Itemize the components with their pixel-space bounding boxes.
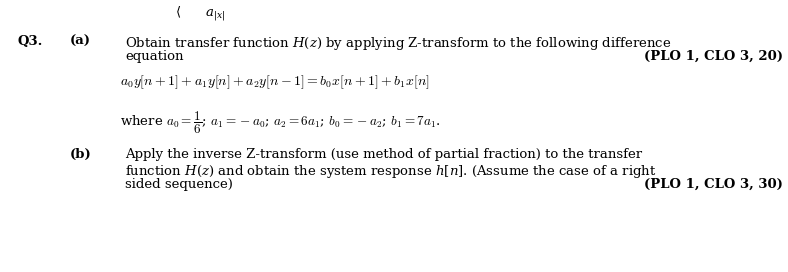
Text: function $H(z)$ and obtain the system response $h[n]$. (Assume the case of a rig: function $H(z)$ and obtain the system re… bbox=[125, 163, 656, 180]
Text: where $a_0 = \dfrac{1}{6}$; $a_1 = -a_0$; $a_2 = 6a_1$; $b_0 = -a_2$; $b_1 = 7a_: where $a_0 = \dfrac{1}{6}$; $a_1 = -a_0$… bbox=[120, 110, 440, 136]
Text: Apply the inverse Z-transform (use method of partial fraction) to the transfer: Apply the inverse Z-transform (use metho… bbox=[125, 148, 642, 161]
Text: (b): (b) bbox=[70, 148, 91, 161]
Text: sided sequence): sided sequence) bbox=[125, 178, 233, 191]
Text: (a): (a) bbox=[70, 35, 91, 48]
Text: Obtain transfer function $H(z)$ by applying Z-transform to the following differe: Obtain transfer function $H(z)$ by apply… bbox=[125, 35, 671, 52]
Text: Q3.: Q3. bbox=[18, 35, 43, 48]
Text: equation: equation bbox=[125, 50, 184, 63]
Text: (PLO 1, CLO 3, 30): (PLO 1, CLO 3, 30) bbox=[644, 178, 783, 191]
Text: $\langle$      $a_{|x|}$: $\langle$ $a_{|x|}$ bbox=[175, 5, 225, 24]
Text: $a_0 y[n + 1] + a_1 y[n] + a_2 y[n - 1] = b_0 x[n + 1] + b_1 x[n]$: $a_0 y[n + 1] + a_1 y[n] + a_2 y[n - 1] … bbox=[120, 73, 429, 91]
Text: (PLO 1, CLO 3, 20): (PLO 1, CLO 3, 20) bbox=[644, 50, 783, 63]
